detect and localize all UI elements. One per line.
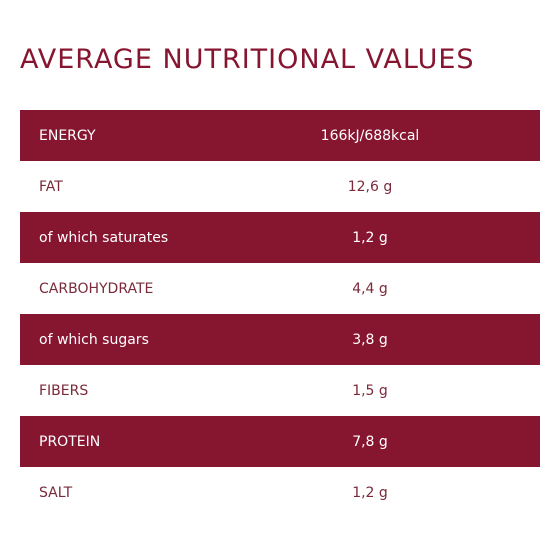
row-value: 1,2 g [352,229,388,246]
page-title: AVERAGE NUTRITIONAL VALUES [20,44,475,75]
table-row-sugars: of which sugars 3,8 g [20,314,540,365]
row-value: 1,2 g [352,484,388,501]
table-row-salt: SALT 1,2 g [20,467,540,518]
row-value: 1,5 g [352,382,388,399]
row-value: 4,4 g [352,280,388,297]
row-label: of which sugars [39,331,149,348]
row-value: 3,8 g [352,331,388,348]
row-label: FAT [39,178,63,195]
row-value: 12,6 g [347,178,393,195]
table-row-saturates: of which saturates 1,2 g [20,212,540,263]
row-label: of which saturates [39,229,169,246]
row-label: ENERGY [39,127,96,144]
row-label: FIBERS [39,382,89,399]
row-value: 7,8 g [352,433,388,450]
row-value: 166kJ/688kcal [320,127,420,144]
table-row-carbohydrate: CARBOHYDRATE 4,4 g [20,263,540,314]
table-row-fibers: FIBERS 1,5 g [20,365,540,416]
nutrition-table: ENERGY 166kJ/688kcal FAT 12,6 g of which… [20,110,540,518]
table-row-energy: ENERGY 166kJ/688kcal [20,110,540,161]
table-row-protein: PROTEIN 7,8 g [20,416,540,467]
row-label: PROTEIN [39,433,101,450]
table-row-fat: FAT 12,6 g [20,161,540,212]
row-label: SALT [39,484,73,501]
row-label: CARBOHYDRATE [39,280,154,297]
